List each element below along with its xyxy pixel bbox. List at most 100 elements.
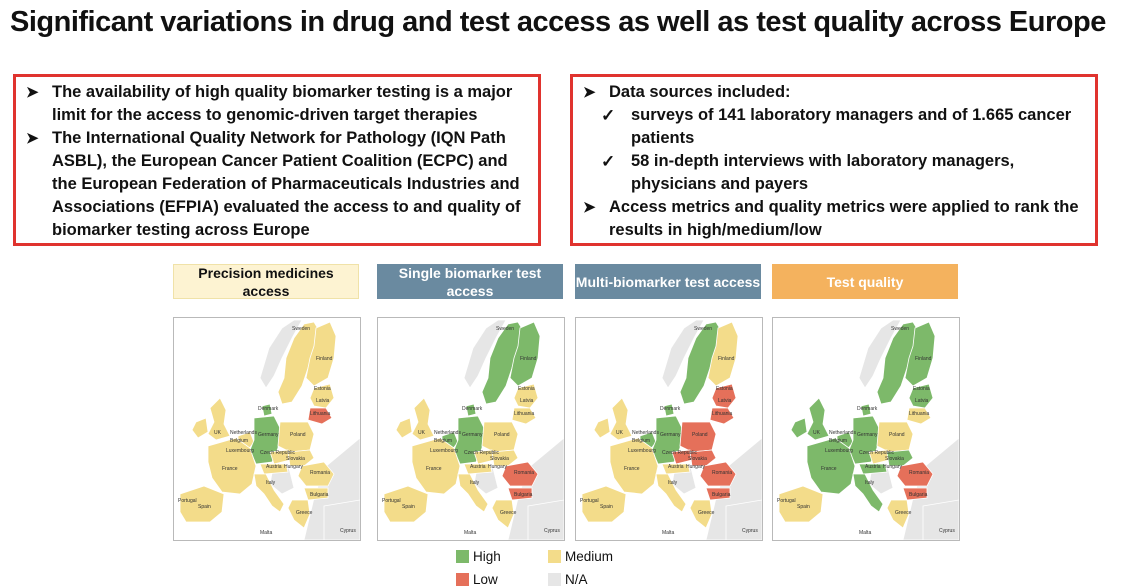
map-label-greece: Greece [698, 510, 715, 516]
region-greece [689, 499, 713, 529]
region-lithuania [906, 407, 932, 425]
map-label-czech: Czech Republic [260, 450, 296, 456]
map-label-malta: Malta [662, 530, 674, 536]
region-italy [655, 473, 687, 513]
arrow-bullet-icon: ➤ [26, 84, 39, 101]
arrow-bullet-icon: ➤ [583, 199, 596, 216]
map-label-slovakia: Slovakia [490, 456, 509, 462]
map-label-hungary: Hungary [883, 464, 902, 470]
region-denmark-de [261, 403, 273, 417]
region-na-norway [463, 319, 507, 389]
map-label-netherlands: Netherlands [632, 430, 659, 436]
region-ireland [790, 417, 808, 439]
map-label-poland: Poland [494, 432, 510, 438]
region-france [207, 437, 257, 495]
map-label-denmark: Denmark [660, 406, 681, 412]
region-bulgaria [507, 487, 533, 501]
region-italy [852, 473, 884, 513]
header-test-quality: Test quality [772, 264, 958, 299]
map-label-malta: Malta [260, 530, 272, 536]
map-label-czech: Czech Republic [662, 450, 698, 456]
map-legend: High Medium Low N/A [454, 546, 624, 588]
legend-low-swatch [456, 573, 469, 586]
legend-high: High [456, 549, 501, 564]
map-label-austria: Austria [668, 464, 684, 470]
map-label-bulgaria: Bulgaria [909, 492, 928, 498]
right-subbullet-2-text: 58 in-depth interviews with laboratory m… [631, 152, 1015, 193]
region-austria [463, 463, 493, 475]
map-label-portugal: Portugal [777, 498, 796, 504]
map-label-lithuania: Lithuania [310, 411, 331, 417]
europe-map-svg: Sweden Finland Estonia Latvia Lithuania Denma… [174, 318, 360, 540]
region-denmark-de [860, 403, 872, 417]
map-label-greece: Greece [895, 510, 912, 516]
map-test-quality: Sweden Finland Estonia Latvia Lithuania Denma… [772, 317, 960, 541]
map-label-denmark: Denmark [462, 406, 483, 412]
map-label-latvia: Latvia [520, 398, 534, 404]
map-label-bulgaria: Bulgaria [310, 492, 329, 498]
header-multi-biomarker-test-access: Multi-biomarker test access [575, 264, 761, 299]
right-bullet-2-text: Access metrics and quality metrics were … [609, 198, 1079, 239]
region-bulgaria [303, 487, 329, 501]
region-lithuania [709, 407, 735, 425]
region-greece [491, 499, 515, 529]
map-label-slovakia: Slovakia [286, 456, 305, 462]
region-ireland [395, 417, 413, 439]
map-label-poland: Poland [692, 432, 708, 438]
map-label-romania: Romania [310, 470, 330, 476]
map-label-latvia: Latvia [915, 398, 929, 404]
left-info-box: ➤ The availability of high quality bioma… [13, 74, 541, 246]
map-label-bulgaria: Bulgaria [514, 492, 533, 498]
region-bulgaria [902, 487, 928, 501]
region-central [886, 449, 914, 467]
region-uk [411, 397, 435, 441]
map-label-finland: Finland [520, 356, 537, 362]
region-na-turkey [323, 499, 360, 540]
region-finland [707, 321, 739, 387]
map-label-france: France [426, 466, 442, 472]
map-label-estonia: Estonia [913, 386, 930, 392]
map-label-czech: Czech Republic [859, 450, 895, 456]
map-label-netherlands: Netherlands [434, 430, 461, 436]
map-label-austria: Austria [470, 464, 486, 470]
region-na-turkey [725, 499, 762, 540]
map-label-uk: UK [418, 430, 426, 436]
map-label-romania: Romania [712, 470, 732, 476]
region-na-norway [259, 319, 303, 389]
map-label-austria: Austria [865, 464, 881, 470]
map-label-france: France [821, 466, 837, 472]
region-denmark-de [465, 403, 477, 417]
right-subbullet-1-text: surveys of 141 laboratory managers and o… [631, 106, 1072, 147]
region-austria [661, 463, 691, 475]
map-label-italy: Italy [668, 480, 678, 486]
map-label-poland: Poland [889, 432, 905, 438]
map-label-italy: Italy [266, 480, 276, 486]
arrow-bullet-icon: ➤ [26, 130, 39, 147]
right-subbullet-2: ✓ 58 in-depth interviews with laboratory… [583, 150, 1087, 196]
legend-low: Low [456, 572, 498, 587]
map-label-spain: Spain [402, 504, 415, 510]
map-label-estonia: Estonia [716, 386, 733, 392]
map-label-uk: UK [813, 430, 821, 436]
region-austria [259, 463, 289, 475]
map-label-denmark: Denmark [857, 406, 878, 412]
map-label-luxembourg: Luxembourg [628, 448, 656, 454]
map-label-estonia: Estonia [314, 386, 331, 392]
region-iberia [179, 485, 225, 523]
region-na-norway [661, 319, 705, 389]
map-label-slovakia: Slovakia [885, 456, 904, 462]
region-greece [886, 499, 910, 529]
map-label-estonia: Estonia [518, 386, 535, 392]
legend-high-label: High [473, 549, 501, 564]
map-label-malta: Malta [464, 530, 476, 536]
region-finland [904, 321, 936, 387]
map-label-luxembourg: Luxembourg [226, 448, 254, 454]
header-single-biomarker-test-access: Single biomarker test access [377, 264, 563, 299]
map-label-romania: Romania [909, 470, 929, 476]
region-austria [858, 463, 888, 475]
region-italy [457, 473, 489, 513]
checkmark-icon: ✓ [601, 106, 616, 125]
map-label-sweden: Sweden [496, 326, 514, 332]
map-label-greece: Greece [500, 510, 517, 516]
region-uk [207, 397, 231, 441]
